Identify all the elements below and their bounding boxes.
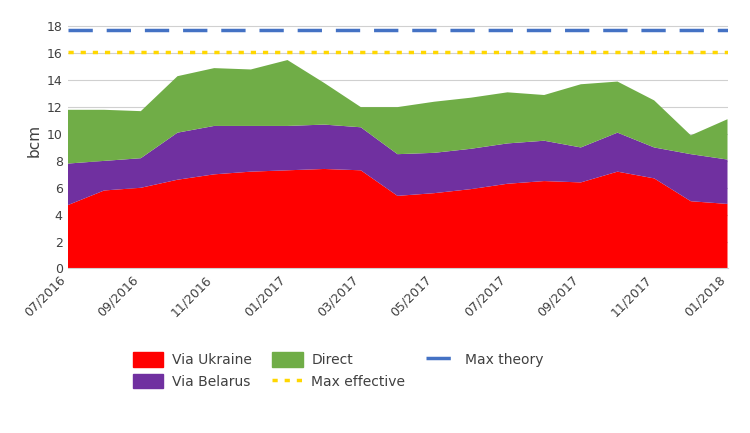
- Legend: Via Ukraine, Via Belarus, Direct, Max effective, Max theory: Via Ukraine, Via Belarus, Direct, Max ef…: [128, 347, 549, 394]
- Y-axis label: bcm: bcm: [26, 124, 41, 157]
